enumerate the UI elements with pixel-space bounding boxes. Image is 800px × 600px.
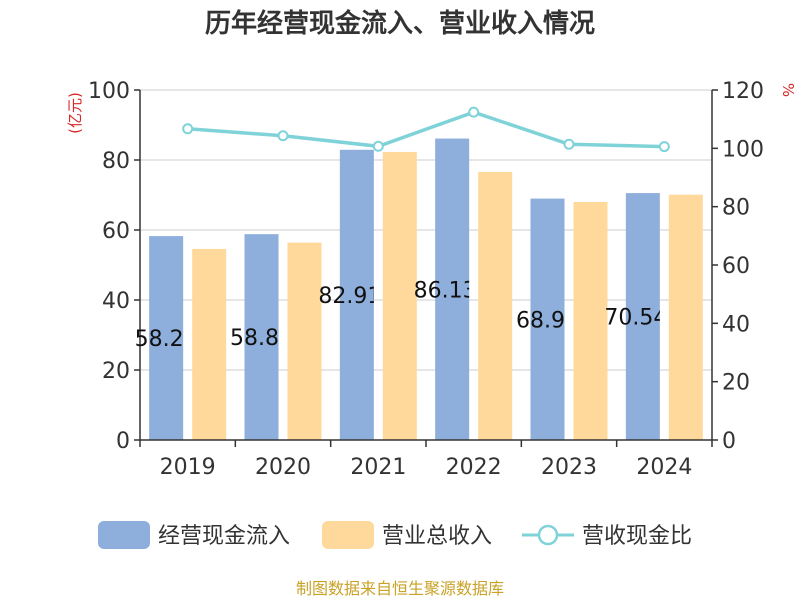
source-note: 制图数据来自恒生聚源数据库 (296, 579, 504, 598)
y-left-tick-label: 100 (88, 79, 130, 104)
point-营收现金比-2021 (372, 140, 384, 152)
bar-营业总收入-2022 (478, 171, 513, 440)
data-label: 86.134 (414, 278, 491, 303)
x-tick-label: 2022 (446, 455, 502, 480)
legend-swatch-revenue (322, 521, 374, 549)
y-left-unit: (亿元) (66, 92, 84, 134)
y-left-tick-label: 0 (116, 429, 130, 454)
y-right-tick-label: 20 (722, 371, 750, 396)
point-营收现金比-2020 (277, 130, 289, 142)
y-left-tick-label: 60 (102, 219, 130, 244)
axes: 0 20 40 60 80 100 0 20 40 60 80 100 120 2019 2020 2021 2… (66, 79, 797, 480)
data-label: 70.542 (604, 306, 681, 331)
legend: 经营现金流入 营业总收入 营收现金比 (98, 521, 692, 549)
bar-经营现金流入-2021 (339, 149, 374, 440)
data-label: 68.97 (516, 308, 579, 333)
legend-label-cash-inflow: 经营现金流入 (158, 524, 290, 549)
point-营收现金比-2023 (563, 138, 575, 150)
bar-营业总收入-2019 (192, 248, 227, 440)
data-label: 58.81 (230, 326, 293, 351)
bar-营业总收入-2020 (287, 242, 322, 440)
bar-经营现金流入-2019 (149, 236, 184, 440)
legend-label-revenue: 营业总收入 (382, 524, 492, 549)
point-营收现金比-2022 (468, 106, 480, 118)
x-tick-label: 2024 (636, 455, 692, 480)
y-left-tick-label: 20 (102, 359, 130, 384)
y-right-tick-label: 80 (722, 196, 750, 221)
line-series (182, 106, 670, 153)
y-right-tick-label: 120 (722, 79, 764, 104)
x-tick-label: 2020 (255, 455, 311, 480)
point-营收现金比-2024 (658, 141, 670, 153)
data-label: 82.918 (318, 284, 395, 309)
chart-title: 历年经营现金流入、营业收入情况 (205, 8, 595, 39)
legend-swatch-ratio-marker (537, 524, 559, 546)
x-tick-label: 2023 (541, 455, 597, 480)
bar-经营现金流入-2022 (435, 138, 470, 441)
legend-label-ratio: 营收现金比 (582, 524, 692, 549)
bar-营业总收入-2024 (668, 194, 703, 440)
legend-swatch-cash-inflow (98, 521, 150, 549)
bars (149, 138, 703, 441)
y-left-tick-label: 40 (102, 289, 130, 314)
y-right-tick-label: 40 (722, 312, 750, 337)
bar-经营现金流入-2024 (625, 193, 660, 440)
y-left-tick-label: 80 (102, 149, 130, 174)
y-right-tick-label: 0 (722, 429, 736, 454)
y-right-unit: % (779, 83, 797, 97)
data-label: 58.26 (135, 327, 198, 352)
y-right-tick-label: 60 (722, 254, 750, 279)
x-tick-label: 2021 (350, 455, 406, 480)
bar-经营现金流入-2023 (530, 198, 565, 440)
point-营收现金比-2019 (182, 123, 194, 135)
bar-营业总收入-2023 (573, 202, 608, 440)
y-right-tick-label: 100 (722, 137, 764, 162)
grid (140, 89, 712, 371)
x-tick-label: 2019 (160, 455, 216, 480)
bar-营业总收入-2021 (382, 151, 417, 440)
line-营收现金比 (187, 110, 665, 149)
bar-经营现金流入-2020 (244, 234, 279, 440)
data-labels: 58.26 58.81 82.918 86.134 68.97 70.542 (135, 278, 681, 352)
